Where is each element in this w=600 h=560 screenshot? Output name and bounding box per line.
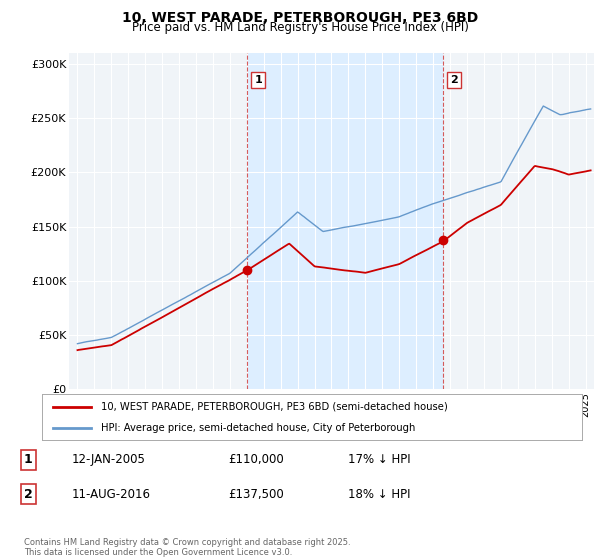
Text: Contains HM Land Registry data © Crown copyright and database right 2025.
This d: Contains HM Land Registry data © Crown c… <box>24 538 350 557</box>
Text: 17% ↓ HPI: 17% ↓ HPI <box>348 453 410 466</box>
Text: 12-JAN-2005: 12-JAN-2005 <box>72 453 146 466</box>
Text: £110,000: £110,000 <box>228 453 284 466</box>
Text: £137,500: £137,500 <box>228 488 284 501</box>
Text: 10, WEST PARADE, PETERBOROUGH, PE3 6BD (semi-detached house): 10, WEST PARADE, PETERBOROUGH, PE3 6BD (… <box>101 402 448 412</box>
Text: 11-AUG-2016: 11-AUG-2016 <box>72 488 151 501</box>
Text: Price paid vs. HM Land Registry's House Price Index (HPI): Price paid vs. HM Land Registry's House … <box>131 21 469 34</box>
Text: 18% ↓ HPI: 18% ↓ HPI <box>348 488 410 501</box>
Text: 1: 1 <box>254 75 262 85</box>
Bar <box>247 53 443 389</box>
Text: 1: 1 <box>24 453 33 466</box>
Text: 10, WEST PARADE, PETERBOROUGH, PE3 6BD: 10, WEST PARADE, PETERBOROUGH, PE3 6BD <box>122 11 478 25</box>
Text: HPI: Average price, semi-detached house, City of Peterborough: HPI: Average price, semi-detached house,… <box>101 423 416 433</box>
Text: 2: 2 <box>450 75 458 85</box>
Text: 2: 2 <box>24 488 33 501</box>
